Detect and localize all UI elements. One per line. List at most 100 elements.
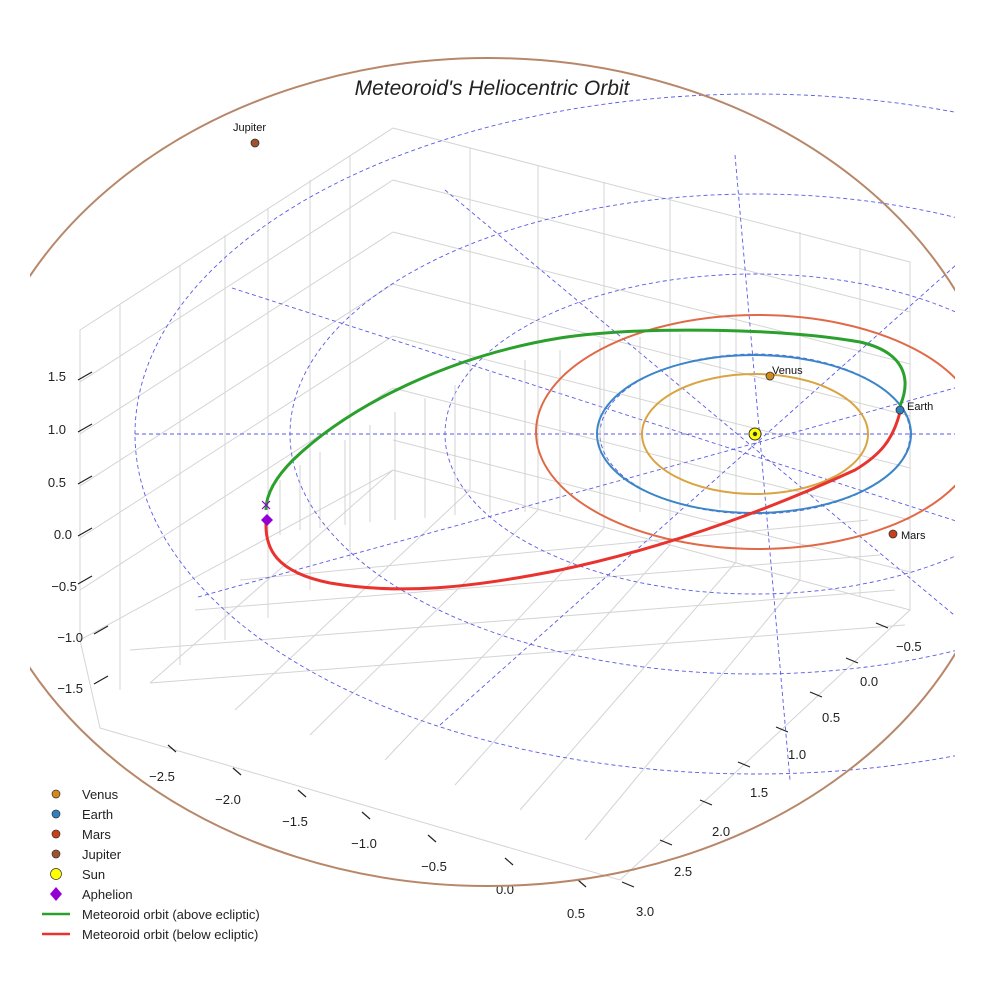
z-tick: 1.5 (48, 369, 66, 384)
legend-circle-icon (51, 849, 61, 859)
ecliptic-grid (134, 93, 955, 781)
legend-circle-icon (50, 868, 62, 880)
ecliptic-spoke (231, 287, 955, 522)
x-tick: 0.5 (567, 906, 585, 921)
mars-label: Mars (901, 530, 926, 542)
mars-orbit (535, 314, 955, 550)
grid-line (79, 179, 394, 383)
droplines (279, 332, 721, 535)
grid-line (392, 387, 911, 521)
legend-item-aphelion: Aphelion (50, 887, 133, 902)
z-tick: −0.5 (51, 579, 77, 594)
legend-label: Meteoroid orbit (above ecliptic) (82, 907, 260, 922)
grid-line (454, 544, 671, 786)
legend-item-sun: Sun (50, 867, 105, 882)
legend-item-jupiter: Jupiter (51, 847, 122, 862)
grid-line (519, 561, 737, 811)
z-tick: 0.5 (48, 475, 66, 490)
earth-label: Earth (907, 401, 933, 413)
ecliptic-spoke (197, 387, 955, 598)
meteoroid-orbit-below (264, 411, 902, 591)
meteoroid-orbit-above (264, 328, 907, 511)
grid-line (79, 283, 394, 487)
venus-marker (765, 371, 775, 381)
aphelion (261, 500, 273, 526)
ecliptic-spoke (444, 189, 955, 617)
planets: Venus Earth Mars Jupiter (233, 122, 933, 542)
x-tick: 0.0 (496, 882, 514, 897)
planet-orbits (30, 57, 955, 887)
legend-label: Jupiter (82, 847, 122, 862)
z-tick: 0.0 (54, 527, 72, 542)
legend-label: Aphelion (82, 887, 133, 902)
ecliptic-spoke (734, 154, 791, 781)
y-tick: 0.5 (822, 710, 840, 725)
grid-line (392, 283, 911, 417)
grid-line (392, 439, 911, 573)
grid-line (309, 509, 539, 736)
y-tick: 1.5 (750, 785, 768, 800)
legend-item-below: Meteoroid orbit (below ecliptic) (42, 927, 258, 942)
chart-title: Meteoroid's Heliocentric Orbit (355, 77, 631, 100)
y-tick: 3.0 (636, 904, 654, 919)
legend-circle-icon (51, 789, 61, 799)
x-tick: −1.5 (282, 814, 308, 829)
grid-line (194, 554, 881, 611)
z-tick: −1.0 (57, 630, 83, 645)
floor (79, 609, 911, 881)
y-tick: 2.0 (712, 824, 730, 839)
ecliptic-spoke (439, 265, 955, 726)
grid-line (234, 489, 471, 711)
jupiter-marker (250, 138, 260, 148)
y-tick: −0.5 (896, 639, 922, 654)
tick-marks (77, 371, 889, 888)
grid-line (79, 335, 394, 539)
aphelion-cross-icon (261, 500, 271, 510)
y-tick-labels: −0.5 0.0 0.5 1.0 1.5 2.0 2.5 3.0 (636, 639, 922, 919)
legend-label: Mars (82, 827, 111, 842)
legend-item-mars: Mars (51, 827, 111, 842)
jupiter-orbit (30, 57, 955, 887)
grid-line (384, 527, 605, 761)
x-tick: −2.0 (215, 792, 241, 807)
venus-label: Venus (772, 365, 803, 377)
x-tick: −1.0 (351, 836, 377, 851)
legend-circle-icon (51, 809, 61, 819)
y-tick: 0.0 (860, 674, 878, 689)
grid-line (149, 624, 906, 684)
legend-item-earth: Earth (51, 807, 113, 822)
grid-line (239, 519, 869, 581)
x-tick: −0.5 (421, 859, 447, 874)
earth-marker (895, 405, 905, 415)
z-tick: −1.5 (57, 681, 83, 696)
aphelion-diamond-icon (261, 514, 273, 526)
legend-label: Earth (82, 807, 113, 822)
x-tick: −2.5 (149, 769, 175, 784)
y-tick: 1.0 (788, 747, 806, 762)
legend-diamond-icon (50, 887, 62, 901)
legend-label: Sun (82, 867, 105, 882)
legend-item-above: Meteoroid orbit (above ecliptic) (42, 907, 260, 922)
legend-circle-icon (51, 829, 61, 839)
z-tick-labels: 1.5 1.0 0.5 0.0 −0.5 −1.0 −1.5 (48, 369, 83, 696)
legend-label: Meteoroid orbit (below ecliptic) (82, 927, 258, 942)
grid-line (79, 231, 394, 435)
venus-orbit (641, 373, 869, 495)
x-tick-labels: −2.5 −2.0 −1.5 −1.0 −0.5 0.0 0.5 (149, 769, 585, 921)
jupiter-label: Jupiter (233, 122, 266, 134)
legend: Venus Earth Mars Jupiter Sun Aphelion Me… (42, 787, 260, 942)
grid-line (392, 231, 911, 365)
grid-line (392, 335, 911, 469)
legend-label: Venus (82, 787, 119, 802)
sun-core (752, 431, 758, 437)
sun (748, 427, 762, 441)
y-tick: 2.5 (674, 864, 692, 879)
legend-item-venus: Venus (51, 787, 119, 802)
grid-line (584, 579, 801, 841)
grid-line (392, 179, 911, 313)
z-tick: 1.0 (48, 422, 66, 437)
mars-marker (888, 529, 898, 539)
axes-pane (79, 127, 911, 881)
grid-line (129, 589, 896, 651)
